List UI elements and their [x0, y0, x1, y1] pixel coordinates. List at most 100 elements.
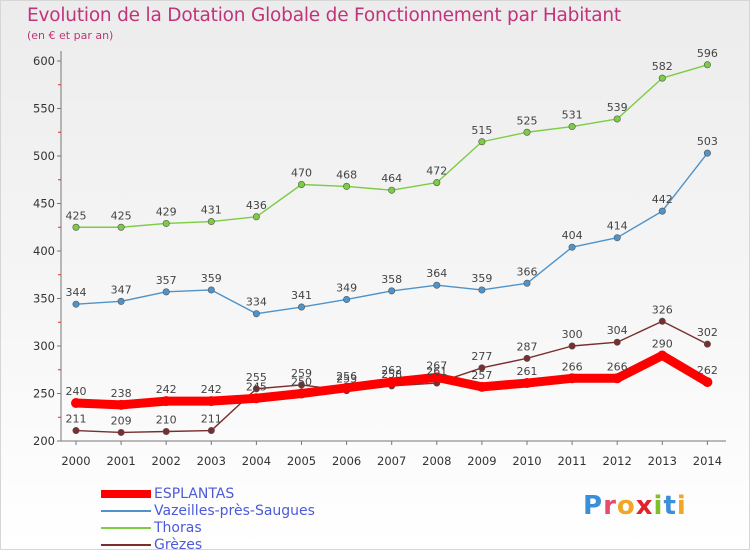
data-point: [297, 381, 305, 389]
x-tick-label: 2005: [287, 454, 316, 468]
data-label: 266: [607, 360, 628, 373]
data-point: [523, 279, 531, 287]
logo-letter: r: [603, 491, 617, 521]
data-label: 539: [607, 101, 628, 114]
data-point: [433, 179, 441, 187]
data-label: 359: [201, 272, 222, 285]
data-point: [252, 385, 260, 393]
data-point: [702, 377, 713, 388]
data-label: 253: [336, 373, 357, 386]
data-label: 334: [246, 296, 267, 309]
data-label: 582: [652, 60, 673, 73]
data-point: [703, 61, 711, 69]
data-point: [72, 223, 80, 231]
data-label: 414: [607, 220, 628, 233]
legend-swatch: [101, 544, 151, 546]
data-point: [703, 340, 711, 348]
data-label: 245: [246, 380, 267, 393]
data-label: 470: [291, 167, 312, 180]
data-point: [386, 377, 397, 388]
data-label: 209: [111, 414, 132, 427]
y-tick-label: 250: [33, 387, 55, 401]
data-label: 357: [156, 274, 177, 287]
data-label: 531: [562, 109, 583, 122]
data-point: [568, 243, 576, 251]
data-point: [251, 393, 262, 404]
data-label: 366: [517, 265, 538, 278]
data-label: 238: [111, 387, 132, 400]
data-point: [117, 297, 125, 305]
data-label: 211: [201, 413, 222, 426]
data-point: [658, 207, 666, 215]
data-point: [613, 234, 621, 242]
data-label: 300: [562, 328, 583, 341]
data-label: 262: [697, 364, 718, 377]
data-label: 596: [697, 47, 718, 60]
data-label: 364: [426, 267, 447, 280]
data-label: 261: [426, 365, 447, 378]
data-label: 290: [652, 338, 673, 351]
legend-label: Vazeilles-près-Saugues: [154, 503, 315, 519]
data-point: [568, 342, 576, 350]
data-label: 515: [471, 124, 492, 137]
data-label: 404: [562, 229, 583, 242]
y-tick-label: 600: [33, 54, 55, 68]
data-point: [657, 350, 668, 361]
data-label: 262: [381, 364, 402, 377]
legend-label: ESPLANTAS: [154, 486, 235, 502]
data-label: 425: [111, 209, 132, 222]
data-point: [72, 427, 80, 435]
data-label: 344: [66, 286, 87, 299]
proxiti-logo: Proxiti: [583, 491, 687, 521]
data-label: 468: [336, 168, 357, 181]
data-label: 210: [156, 414, 177, 427]
data-label: 341: [291, 289, 312, 302]
data-point: [431, 372, 442, 383]
data-label: 349: [336, 281, 357, 294]
data-point: [162, 219, 170, 227]
data-point: [388, 287, 396, 295]
y-tick-label: 550: [33, 102, 55, 116]
data-point: [162, 427, 170, 435]
x-tick-label: 2006: [332, 454, 361, 468]
data-point: [568, 123, 576, 131]
data-point: [207, 286, 215, 294]
x-tick-label: 2008: [422, 454, 451, 468]
data-point: [296, 388, 307, 399]
y-tick-label: 350: [33, 292, 55, 306]
data-point: [297, 303, 305, 311]
data-label: 358: [381, 273, 402, 286]
x-tick-label: 2013: [648, 454, 677, 468]
chart-title: Evolution de la Dotation Globale de Fonc…: [27, 5, 621, 26]
data-label: 347: [111, 283, 132, 296]
data-point: [343, 295, 351, 303]
x-tick-label: 2007: [377, 454, 406, 468]
data-point: [703, 149, 711, 157]
y-tick-label: 200: [33, 434, 55, 448]
data-point: [658, 317, 666, 325]
logo-letter: o: [616, 491, 636, 521]
data-label: 267: [426, 359, 447, 372]
data-point: [612, 373, 623, 384]
data-point: [207, 427, 215, 435]
data-point: [206, 396, 217, 407]
data-label: 436: [246, 199, 267, 212]
data-label: 255: [246, 371, 267, 384]
data-label: 250: [291, 376, 312, 389]
data-label: 525: [517, 114, 538, 127]
data-point: [117, 223, 125, 231]
data-point: [613, 338, 621, 346]
logo-letter: t: [663, 491, 677, 521]
data-point: [341, 382, 352, 393]
data-point: [343, 182, 351, 190]
data-label: 304: [607, 324, 628, 337]
data-label: 287: [517, 340, 538, 353]
data-point: [658, 74, 666, 82]
x-tick-label: 2001: [106, 454, 135, 468]
data-point: [523, 354, 531, 362]
data-point: [252, 213, 260, 221]
data-point: [522, 378, 532, 389]
logo-letter: i: [653, 491, 664, 521]
